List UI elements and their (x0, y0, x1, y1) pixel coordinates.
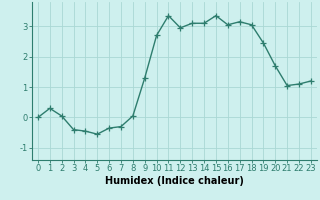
X-axis label: Humidex (Indice chaleur): Humidex (Indice chaleur) (105, 176, 244, 186)
